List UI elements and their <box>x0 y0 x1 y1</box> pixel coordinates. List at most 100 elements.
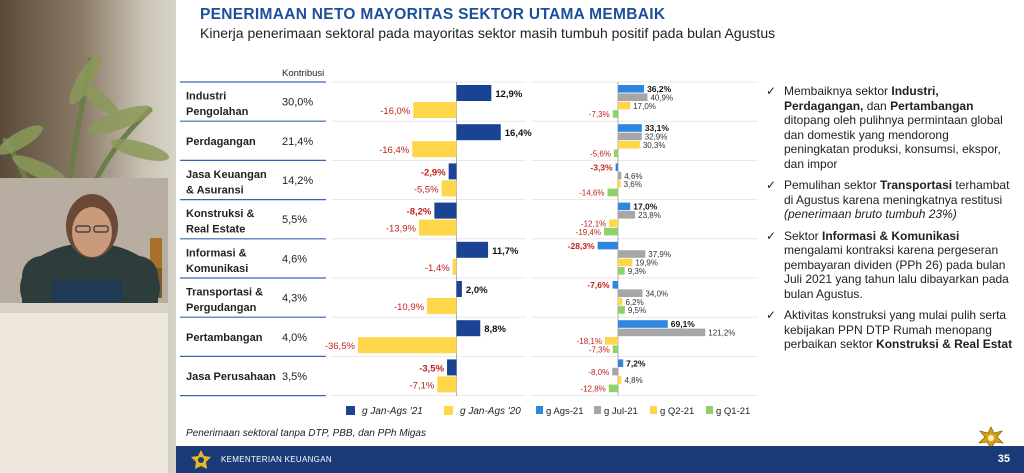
bar-label: -5,5% <box>414 184 439 195</box>
category-label: Transportasi & <box>186 287 263 299</box>
bar-label: 4,8% <box>624 376 642 385</box>
bar-label: -3,3% <box>590 162 613 172</box>
bar-g-q1-21 <box>604 227 618 236</box>
check-mark-icon: ✓ <box>766 84 777 98</box>
bar-jan-ags-20 <box>452 258 457 275</box>
bar-label: -12,1% <box>581 219 606 228</box>
bullet-text: Pemulihan sektor <box>784 178 881 192</box>
bar-g-jul-21 <box>618 328 706 337</box>
presentation-slide: PENERIMAAN NETO MAYORITAS SEKTOR UTAMA M… <box>176 0 1024 473</box>
category-label: Industri <box>186 91 226 103</box>
bar-label: -28,3% <box>568 241 595 251</box>
category-label: Pengolahan <box>186 106 249 118</box>
bullet-text: dan <box>863 98 891 113</box>
bullet-text: Transportasi <box>880 178 953 192</box>
bar-g-q1-21 <box>618 267 625 275</box>
contribution-value: 4,0% <box>282 332 307 344</box>
bar-g-q1-21 <box>618 306 625 314</box>
bar-label: 23,8% <box>638 211 661 220</box>
bar-g-q1-21 <box>612 345 618 353</box>
contribution-header: Kontribusi <box>282 68 324 79</box>
bar-jan-ags-21 <box>448 163 457 180</box>
check-mark-icon: ✓ <box>766 308 777 322</box>
bar-g-q1-21 <box>613 149 618 157</box>
bar-jan-ags-20 <box>418 219 457 236</box>
category-label: Pertambangan <box>186 332 263 344</box>
bar-jan-ags-20 <box>437 376 457 393</box>
bar-jan-ags-21 <box>456 124 501 141</box>
category-label: Real Estate <box>186 224 245 236</box>
legend-swatch <box>706 406 713 414</box>
legend-swatch <box>346 406 355 415</box>
bar-g-q2-21 <box>618 141 640 149</box>
legend-swatch <box>650 406 657 414</box>
legend-swatch <box>594 406 601 414</box>
bar-label: 19,9% <box>635 259 658 268</box>
contribution-value: 30,0% <box>282 97 313 109</box>
bar-label: 4,6% <box>624 172 642 181</box>
bar-label: -19,4% <box>576 228 601 237</box>
bar-g-ags-21 <box>615 163 618 171</box>
contribution-value: 4,3% <box>282 293 307 305</box>
legend-label: g Ags-21 <box>546 406 584 417</box>
bullet-text: Konstruksi & Real Estat <box>876 337 1013 351</box>
bar-g-q1-21 <box>612 110 618 118</box>
sector-charts: Kontribusi Industri Pengolahan 30,0% Perdaga… <box>180 68 758 417</box>
bar-g-q2-21 <box>609 219 618 227</box>
category-label: Pergudangan <box>186 302 257 314</box>
bar-g-ags-21 <box>618 320 668 328</box>
bar-jan-ags-21 <box>447 359 457 376</box>
check-mark-icon: ✓ <box>766 178 777 192</box>
bullet-text: Aktivitas konstruksi yang mulai pulih se… <box>784 308 1007 351</box>
bar-label: -14,6% <box>579 189 604 198</box>
slide-title: PENERIMAAN NETO MAYORITAS SEKTOR UTAMA M… <box>200 6 666 23</box>
bar-label: 69,1% <box>671 319 696 329</box>
bar-label: 11,7% <box>492 246 519 257</box>
bar-g-q2-21 <box>618 297 623 306</box>
ministry-name: KEMENTERIAN KEUANGAN <box>221 455 332 464</box>
bar-g-q2-21 <box>618 258 633 267</box>
bar-label: -2,9% <box>421 167 446 178</box>
page-number: 35 <box>997 453 1010 465</box>
legend-swatch <box>444 406 453 415</box>
bar-label: 2,0% <box>466 285 488 296</box>
bullet-text: Sektor <box>784 228 823 243</box>
bar-g-jul-21 <box>612 367 618 376</box>
bar-label: 3,6% <box>624 180 642 189</box>
bar-g-q2-21 <box>618 376 622 384</box>
bar-label: 40,9% <box>650 93 673 102</box>
legend-label: g Jul-21 <box>604 406 638 417</box>
bullet-text: ditopang oleh pulihnya permintaan global… <box>784 113 1003 171</box>
bar-label: -1,4% <box>425 263 450 274</box>
category-label: Jasa Keuangan <box>186 169 267 181</box>
bullet-text: Industri, Perdagangan, <box>784 84 939 113</box>
bar-label: 34,0% <box>645 289 668 298</box>
bar-jan-ags-20 <box>412 141 457 158</box>
bar-label: 6,2% <box>625 298 643 307</box>
bar-label: 37,9% <box>648 250 671 259</box>
bar-label: 17,0% <box>633 102 656 111</box>
bar-label: 8,8% <box>484 324 506 335</box>
bar-label: -7,3% <box>589 110 610 119</box>
bar-label: -16,0% <box>380 106 411 117</box>
bar-jan-ags-21 <box>456 281 462 297</box>
contribution-value: 3,5% <box>282 371 307 383</box>
legend-label: g Q2-21 <box>660 406 694 417</box>
bar-jan-ags-20 <box>427 298 457 314</box>
bar-label: 36,2% <box>647 84 672 94</box>
bar-label: 16,4% <box>505 128 532 139</box>
bar-label: -10,9% <box>394 302 425 313</box>
bar-g-jul-21 <box>618 171 622 180</box>
bar-jan-ags-20 <box>357 337 457 354</box>
bar-g-jul-21 <box>618 289 643 297</box>
bullet-item: ✓ Membaiknya sektor Industri, Perdagangan… <box>766 84 1016 171</box>
bar-label: 12,9% <box>495 89 522 100</box>
category-label: Jasa Perusahaan <box>186 371 276 383</box>
bar-g-ags-21 <box>597 241 618 250</box>
category-label: Perdagangan <box>186 136 256 148</box>
bar-label: -3,5% <box>419 363 444 374</box>
contribution-value: 5,5% <box>282 214 307 226</box>
bar-jan-ags-21 <box>456 320 481 337</box>
bar-label: 9,5% <box>628 306 646 315</box>
bar-jan-ags-20 <box>413 102 457 118</box>
